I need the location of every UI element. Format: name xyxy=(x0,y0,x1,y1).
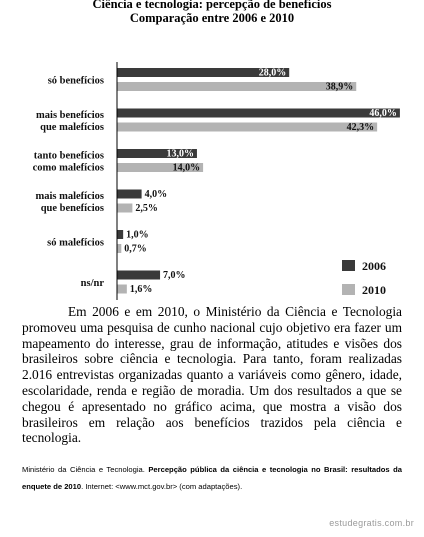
bar-2010 xyxy=(117,122,378,132)
bar-2006 xyxy=(117,149,197,158)
source-suffix: . Internet: <www.mct.gov.br> (com adapta… xyxy=(81,482,243,491)
data-label: 2,5% xyxy=(135,203,158,214)
category-label: ns/nr xyxy=(81,278,105,289)
data-label: 13,0% xyxy=(166,149,194,160)
bar-2006 xyxy=(117,68,290,77)
data-label: 1,0% xyxy=(126,230,148,241)
data-label: 0,7% xyxy=(124,244,146,255)
body-paragraph: Em 2006 e em 2010, o Ministério da Ciênc… xyxy=(22,304,402,446)
category-label: tanto benefícios xyxy=(34,151,104,162)
legend-label: 2010 xyxy=(362,283,386,297)
bar-2010 xyxy=(117,82,357,91)
data-label: 42,3% xyxy=(347,122,375,133)
category-label: mais benefícios xyxy=(36,110,104,121)
data-label: 28,0% xyxy=(259,68,287,79)
bar-2006 xyxy=(117,270,161,280)
category-label: só benefícios xyxy=(48,76,104,87)
bar-2006 xyxy=(117,108,400,118)
source-prefix: Ministério da Ciência e Tecnologia. xyxy=(22,465,149,474)
data-label: 46,0% xyxy=(369,108,397,119)
bar-2006 xyxy=(117,189,142,199)
data-label: 14,0% xyxy=(173,163,201,174)
chart-subtitle: Comparação entre 2006 e 2010 xyxy=(129,11,295,25)
category-label: que benefícios xyxy=(41,203,104,214)
data-label: 38,9% xyxy=(326,82,354,93)
bar-2006 xyxy=(117,230,124,239)
category-label: só malefícios xyxy=(47,238,104,249)
bar-2010 xyxy=(117,163,204,172)
data-label: 7,0% xyxy=(163,270,186,281)
source-title: Percepção pública da ciência e tecnologi… xyxy=(22,465,402,491)
category-label: como malefícios xyxy=(33,163,104,174)
bar-2010 xyxy=(117,203,133,213)
category-label: mais malefícios xyxy=(35,191,104,202)
source-citation: Ministério da Ciência e Tecnologia. Perc… xyxy=(22,461,402,495)
legend-label: 2006 xyxy=(362,259,386,273)
legend-swatch-2010 xyxy=(342,284,355,295)
bar-2010 xyxy=(117,244,122,253)
data-label: 4,0% xyxy=(145,189,168,200)
watermark: estudegratis.com.br xyxy=(329,518,414,528)
chart-title: Ciência e tecnologia: percepção de benef… xyxy=(92,0,332,11)
bar-2010 xyxy=(117,284,127,294)
data-label: 1,6% xyxy=(130,284,153,295)
category-label: que malefícios xyxy=(40,122,104,133)
legend-swatch-2006 xyxy=(342,260,355,271)
